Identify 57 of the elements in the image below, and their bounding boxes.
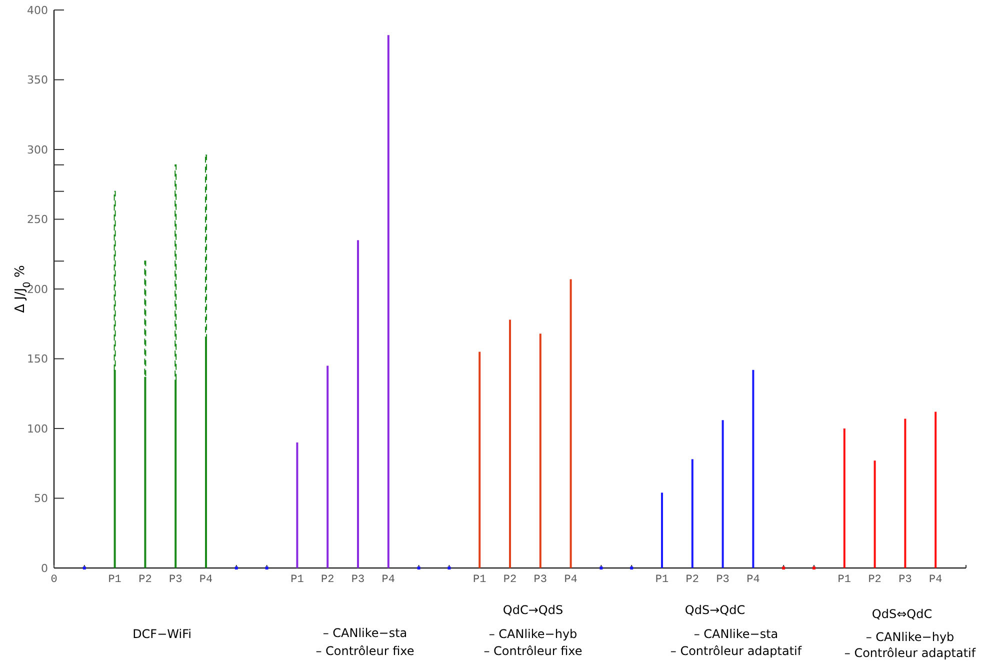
x-tick-label: P4 xyxy=(929,574,943,586)
bar xyxy=(570,279,572,568)
y-tick-label: 300 xyxy=(27,143,48,156)
bar xyxy=(296,442,298,568)
x-tick-label: P3 xyxy=(169,574,182,586)
y-tick-label: 50 xyxy=(34,492,48,506)
bar xyxy=(478,352,481,568)
x-tick-label: P2 xyxy=(503,574,517,586)
x-tick-label: P4 xyxy=(199,574,213,586)
y-tick-label: 0 xyxy=(41,562,48,575)
x-tick-label: P3 xyxy=(898,574,912,586)
bar xyxy=(752,370,754,568)
x-tick-label: P1 xyxy=(473,574,487,586)
bar xyxy=(539,334,542,568)
bar xyxy=(326,366,329,568)
text: DCF−WiFi xyxy=(132,627,192,641)
x-tick-label: P4 xyxy=(382,574,396,586)
text: – CANlike−sta xyxy=(322,626,408,640)
bar xyxy=(843,428,846,568)
y-tick-label: 350 xyxy=(27,74,48,87)
y-tick-label: 100 xyxy=(27,422,48,436)
x-tick-label: P3 xyxy=(716,574,730,586)
text: QdS→QdC xyxy=(684,603,746,617)
bar xyxy=(904,418,906,568)
x-tick-label: 0 xyxy=(50,574,58,586)
x-tick-label: P2 xyxy=(686,574,699,586)
y-tick-label: 400 xyxy=(27,4,48,17)
bar xyxy=(691,459,694,568)
bar xyxy=(874,460,876,568)
x-tick-label: P1 xyxy=(108,574,122,586)
x-tick-label: P3 xyxy=(351,574,365,586)
text: – Contrôleur fixe xyxy=(316,644,414,658)
text: QdC→QdS xyxy=(502,603,564,617)
text: – CANlike−sta xyxy=(694,627,778,641)
text: – Contrôleur adaptatif xyxy=(670,644,802,658)
text: – CANlike−hyb xyxy=(488,627,578,641)
bar xyxy=(661,492,663,568)
x-tick-label: P2 xyxy=(868,574,882,586)
y-tick-label: 150 xyxy=(27,352,48,366)
text: – Contrôleur adaptatif xyxy=(844,646,976,660)
bar xyxy=(722,420,724,568)
text: QdS⇔QdC xyxy=(872,607,932,621)
x-tick-label: P2 xyxy=(321,574,334,586)
x-tick-label: P1 xyxy=(838,574,852,586)
y-tick-label: 250 xyxy=(27,213,48,226)
bar xyxy=(509,320,511,568)
text: – CANlike−hyb xyxy=(866,630,954,644)
bar xyxy=(934,412,937,568)
x-tick-label: P2 xyxy=(138,574,152,586)
x-tick-label: P1 xyxy=(655,574,669,586)
bar xyxy=(357,240,359,568)
x-tick-label: P4 xyxy=(746,574,760,586)
x-tick-label: P4 xyxy=(564,574,578,586)
bar xyxy=(387,35,390,568)
x-tick-label: P1 xyxy=(290,574,304,586)
x-tick-label: P3 xyxy=(534,574,547,586)
text: – Contrôleur fixe xyxy=(484,644,582,658)
